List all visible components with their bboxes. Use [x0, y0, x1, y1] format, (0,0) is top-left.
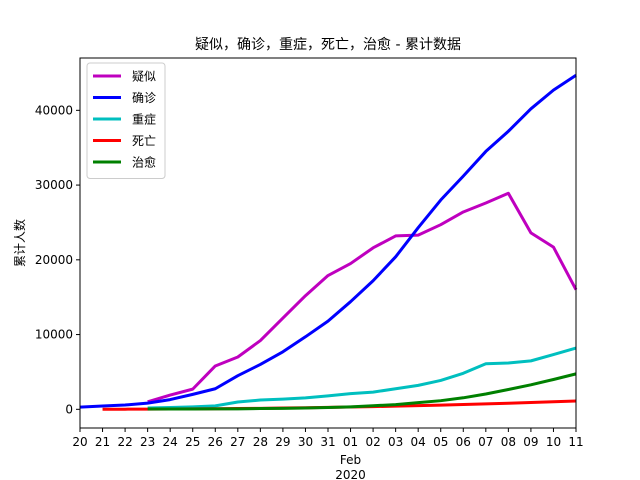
- x-tick-label: 28: [253, 435, 268, 449]
- x-tick-label: 01: [343, 435, 358, 449]
- x-tick-label: 23: [140, 435, 155, 449]
- x-tick-label: 07: [478, 435, 493, 449]
- x-tick-label: 10: [546, 435, 561, 449]
- x-tick-label: 22: [117, 435, 132, 449]
- x-tick-label: 27: [230, 435, 245, 449]
- x-tick-label: 04: [411, 435, 426, 449]
- legend-label-2: 重症: [132, 112, 156, 127]
- chart-title: 疑似，确诊，重症，死亡，治愈 - 累计数据: [195, 37, 461, 53]
- legend-label-4: 治愈: [132, 155, 156, 170]
- y-tick-label: 0: [65, 402, 73, 416]
- x-tick-label: 08: [501, 435, 516, 449]
- y-tick-label: 10000: [35, 328, 73, 342]
- x-tick-label: 29: [275, 435, 290, 449]
- axes: 0 10000 20000 30000 40000 20 21 22 23 24 25 26 27 28 2…: [35, 57, 584, 480]
- y-tick-label: 20000: [35, 253, 73, 267]
- y-axis-label: 累计人数: [12, 219, 27, 267]
- series-line-0: [147, 191, 578, 404]
- y-tick-label: 40000: [35, 103, 73, 117]
- x-tick-label: 24: [163, 435, 178, 449]
- x-tick-label: 26: [208, 435, 223, 449]
- y-tick-label: 30000: [35, 178, 73, 192]
- series-line-4: [147, 372, 577, 411]
- x-tick-label: 30: [298, 435, 313, 449]
- x-tick-label: 05: [433, 435, 448, 449]
- legend-label-0: 疑似: [132, 69, 156, 84]
- x-tick-label: 20: [72, 435, 87, 449]
- x-year-label: 2020: [335, 468, 366, 480]
- x-tick-label: 09: [523, 435, 538, 449]
- legend-label-3: 死亡: [132, 134, 156, 148]
- x-tick-label: 25: [185, 435, 200, 449]
- x-tick-label: 21: [95, 435, 110, 449]
- x-month-label: Feb: [340, 453, 361, 467]
- series-line-1: [79, 73, 577, 409]
- x-tick-label: 03: [388, 435, 403, 449]
- legend-label-1: 确诊: [132, 91, 156, 105]
- x-tick-label: 06: [456, 435, 471, 449]
- series-line-2: [147, 346, 577, 410]
- x-tick-label: 02: [365, 435, 380, 449]
- series-layer: [79, 73, 578, 411]
- x-tick-label: 31: [320, 435, 335, 449]
- x-tick-label: 11: [568, 435, 583, 449]
- legend-box: [86, 62, 166, 179]
